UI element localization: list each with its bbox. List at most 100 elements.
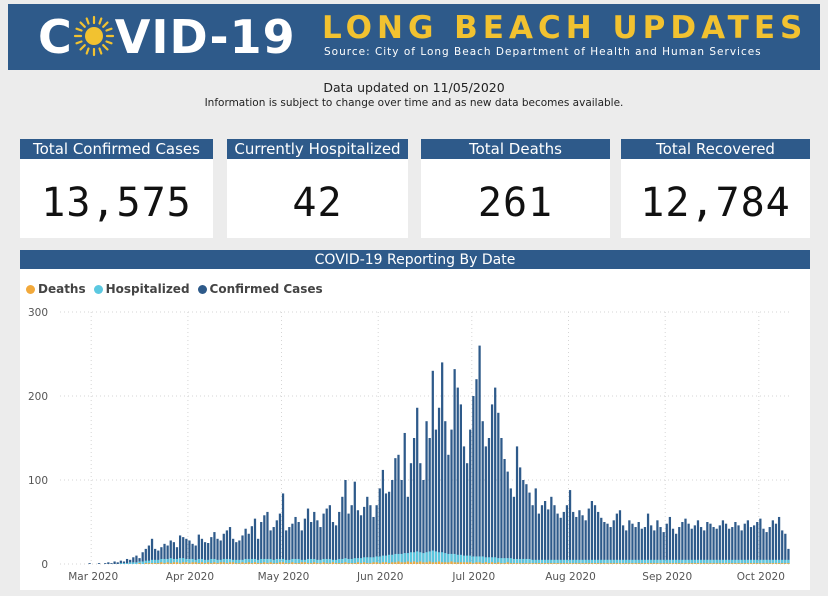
bar-hospitalized[interactable] [487,557,491,564]
bar-deaths[interactable] [138,563,141,564]
bar-confirmed[interactable] [721,520,725,564]
bar-hospitalized[interactable] [721,559,725,564]
bar-deaths[interactable] [684,563,687,564]
bar-deaths[interactable] [157,563,160,564]
bar-hospitalized[interactable] [419,552,422,564]
bar-hospitalized[interactable] [269,558,272,564]
bar-deaths[interactable] [615,563,618,564]
bar-deaths[interactable] [182,562,185,564]
bar-hospitalized[interactable] [612,559,615,564]
bar-deaths[interactable] [278,562,282,564]
bar-hospitalized[interactable] [593,559,597,564]
bar-deaths[interactable] [512,563,516,564]
bar-hospitalized[interactable] [403,553,406,564]
bar-hospitalized[interactable] [696,559,700,564]
bar-hospitalized[interactable] [163,558,166,564]
bar-deaths[interactable] [316,563,319,564]
bar-confirmed[interactable] [256,538,260,564]
bar-deaths[interactable] [403,562,406,564]
bar-hospitalized[interactable] [671,559,675,564]
bar-confirmed[interactable] [450,429,453,564]
bar-confirmed[interactable] [338,511,341,564]
bar-confirmed[interactable] [194,545,197,564]
bar-hospitalized[interactable] [572,559,575,564]
bar-deaths[interactable] [422,562,425,564]
bar-confirmed[interactable] [372,516,375,564]
legend-item-hospitalized[interactable]: Hospitalized [93,282,190,296]
bar-confirmed[interactable] [397,454,400,564]
bar-confirmed[interactable] [431,370,434,564]
bar-hospitalized[interactable] [434,551,438,564]
bar-hospitalized[interactable] [659,559,662,564]
bar-deaths[interactable] [553,563,556,564]
bar-deaths[interactable] [363,562,366,564]
bar-confirmed[interactable] [88,563,91,564]
bar-hospitalized[interactable] [784,559,787,564]
bar-confirmed[interactable] [481,421,484,564]
bar-deaths[interactable] [547,563,550,564]
bar-confirmed[interactable] [509,488,512,564]
bar-confirmed[interactable] [525,484,528,564]
bar-confirmed[interactable] [272,527,275,564]
bar-confirmed[interactable] [746,520,750,564]
bar-confirmed[interactable] [777,516,781,564]
bar-deaths[interactable] [687,563,690,564]
bar-hospitalized[interactable] [447,553,450,564]
bar-hospitalized[interactable] [553,559,556,564]
bar-hospitalized[interactable] [328,558,331,564]
bar-confirmed[interactable] [437,407,441,564]
bar-hospitalized[interactable] [631,559,634,564]
bar-deaths[interactable] [459,562,462,564]
bar-hospitalized[interactable] [590,559,594,564]
bar-deaths[interactable] [372,562,375,564]
bar-hospitalized[interactable] [350,558,353,564]
bar-confirmed[interactable] [621,525,625,564]
bar-deaths[interactable] [784,563,787,564]
bar-confirmed[interactable] [728,528,731,564]
bar-deaths[interactable] [724,563,728,564]
bar-deaths[interactable] [628,563,631,564]
bar-confirmed[interactable] [753,525,756,564]
bar-confirmed[interactable] [144,548,147,564]
bar-hospitalized[interactable] [456,554,459,564]
bar-deaths[interactable] [160,562,163,564]
bar-hospitalized[interactable] [122,563,126,564]
bar-deaths[interactable] [328,563,331,564]
bar-hospitalized[interactable] [543,559,547,564]
bar-deaths[interactable] [603,563,606,564]
bar-confirmed[interactable] [350,505,353,564]
bar-deaths[interactable] [266,563,269,564]
bar-hospitalized[interactable] [154,559,157,564]
bar-deaths[interactable] [322,562,325,564]
bar-deaths[interactable] [281,562,285,564]
bar-deaths[interactable] [306,563,310,564]
bar-hospitalized[interactable] [397,553,400,564]
bar-confirmed[interactable] [762,528,765,564]
bar-hospitalized[interactable] [378,556,381,564]
bar-confirmed[interactable] [150,538,154,564]
bar-hospitalized[interactable] [453,553,456,564]
legend-item-confirmed[interactable]: Confirmed Cases [197,282,323,296]
bar-deaths[interactable] [175,562,179,564]
bar-hospitalized[interactable] [253,558,257,564]
bar-hospitalized[interactable] [509,558,512,564]
bar-hospitalized[interactable] [441,552,444,564]
bar-deaths[interactable] [406,561,409,564]
bar-deaths[interactable] [319,563,322,564]
bar-confirmed[interactable] [169,540,172,564]
bar-hospitalized[interactable] [138,561,141,564]
bar-deaths[interactable] [241,562,244,564]
bar-hospitalized[interactable] [481,556,484,564]
bar-deaths[interactable] [740,563,743,564]
bar-hospitalized[interactable] [394,553,397,564]
bar-hospitalized[interactable] [640,559,643,564]
bar-confirmed[interactable] [462,446,466,564]
bar-hospitalized[interactable] [771,559,774,564]
bar-confirmed[interactable] [584,520,587,564]
bar-hospitalized[interactable] [303,559,307,564]
bar-confirmed[interactable] [731,527,734,564]
bar-deaths[interactable] [344,562,347,564]
bar-confirmed[interactable] [182,537,185,564]
bar-deaths[interactable] [550,563,553,564]
bar-deaths[interactable] [743,563,746,564]
